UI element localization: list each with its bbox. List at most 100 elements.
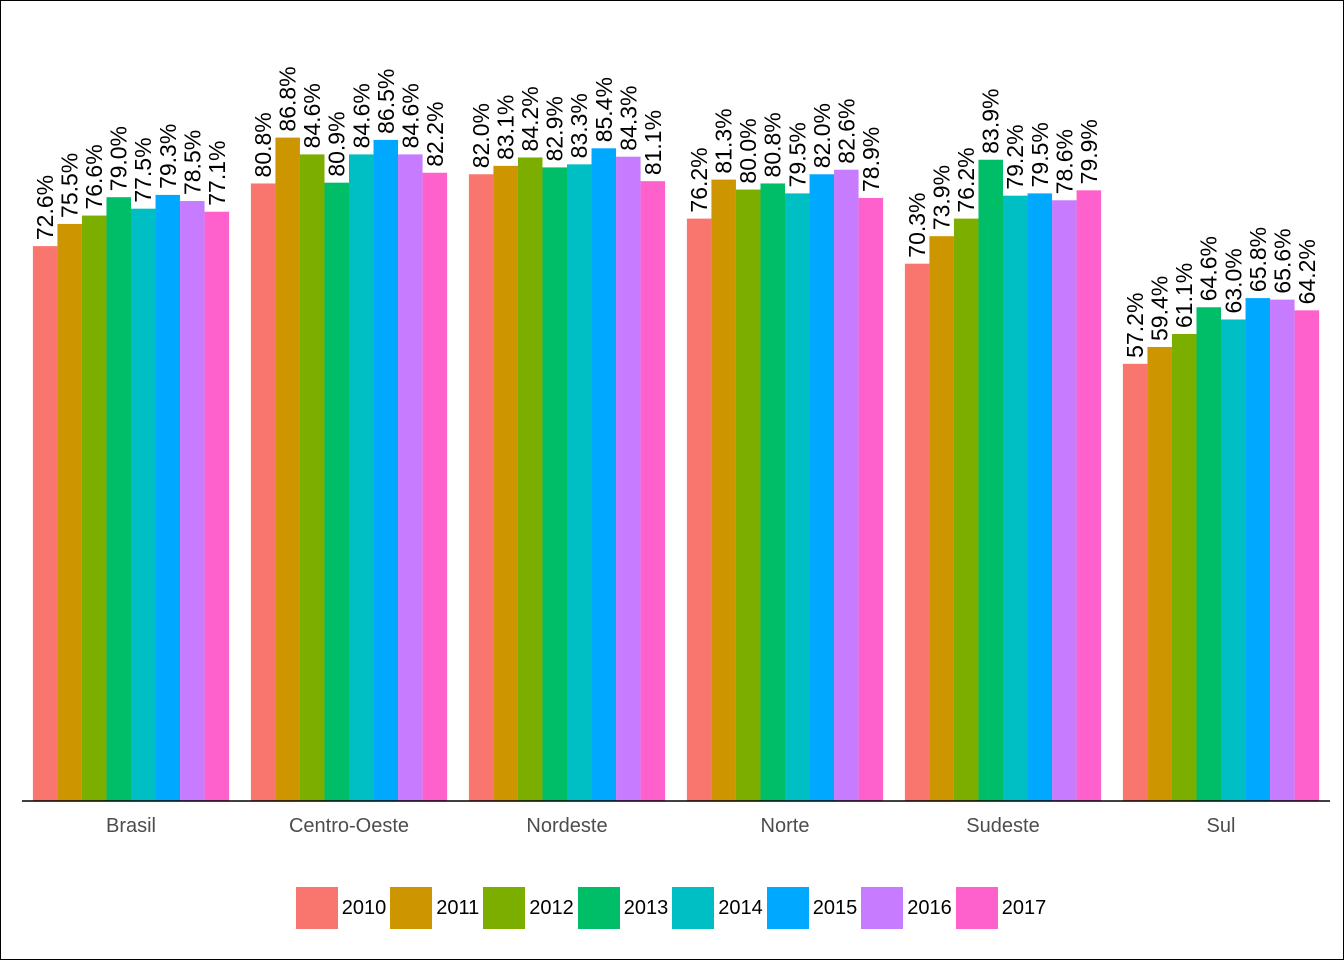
value-label: 81.1%: [640, 110, 666, 175]
bar-norte-2012: [735, 189, 761, 801]
x-tick-label: Norte: [761, 815, 810, 837]
value-label: 65.6%: [1269, 228, 1295, 293]
legend-label: 2014: [718, 896, 763, 919]
value-label: 86.8%: [275, 66, 301, 131]
value-label: 73.9%: [929, 165, 955, 230]
value-label: 63.0%: [1220, 248, 1246, 313]
value-label: 76.6%: [81, 144, 107, 209]
value-label: 80.9%: [324, 111, 350, 176]
legend: 2010 2011 2012 2013 2014 2015 2016 2017: [0, 886, 1344, 930]
value-label: 76.2%: [686, 147, 712, 212]
value-label: 84.6%: [348, 83, 374, 148]
bar-sul-2011: [1147, 347, 1172, 801]
bar-sudeste-2013: [978, 159, 1004, 801]
value-label: 84.3%: [615, 85, 641, 150]
legend-label: 2011: [436, 896, 480, 919]
legend-key: [295, 887, 338, 929]
bar-nordeste-2017: [640, 181, 666, 801]
value-label: 77.5%: [130, 137, 156, 202]
bar-sudeste-2012: [953, 218, 979, 802]
bar-norte-2016: [834, 169, 859, 801]
legend-key: [483, 887, 526, 929]
value-label: 78.6%: [1051, 129, 1077, 194]
legend-item-2012: 2012: [483, 887, 576, 929]
bar-sudeste-2011: [929, 236, 954, 801]
legend-key: [672, 887, 715, 929]
x-tick-label: Sudeste: [966, 815, 1039, 837]
bar-centro-oeste-2017: [422, 172, 448, 801]
legend-item-2016: 2016: [861, 887, 954, 929]
x-tick-label: Brasil: [106, 815, 156, 837]
value-label: 77.1%: [204, 141, 230, 206]
bar-centro-oeste-2012: [299, 154, 325, 801]
value-label: 78.9%: [858, 127, 884, 192]
bar-centro-oeste-2015: [373, 139, 399, 801]
bar-brasil-2010: [32, 246, 58, 801]
value-label: 84.6%: [299, 83, 325, 148]
legend-key: [577, 887, 620, 929]
value-label: 57.2%: [1122, 293, 1148, 358]
value-label: 80.8%: [760, 112, 786, 177]
value-label: 72.6%: [32, 175, 58, 240]
value-label: 65.8%: [1245, 227, 1271, 292]
bar-sul-2017: [1294, 310, 1320, 801]
bar-nordeste-2016: [616, 156, 641, 801]
bar-brasil-2011: [57, 223, 82, 801]
bar-brasil-2017: [204, 211, 230, 802]
bar-nordeste-2010: [468, 174, 494, 801]
value-label: 83.9%: [978, 89, 1004, 154]
value-label: 82.0%: [468, 103, 494, 168]
bar-brasil-2015: [155, 194, 181, 801]
value-label: 59.4%: [1147, 276, 1173, 341]
bar-norte-2015: [809, 174, 835, 801]
value-label: 84.2%: [517, 86, 543, 151]
legend-item-2014: 2014: [672, 887, 765, 929]
legend-label: 2017: [1001, 896, 1047, 919]
x-tick-label: Nordeste: [526, 815, 607, 837]
bar-brasil-2012: [81, 215, 107, 802]
value-label: 76.2%: [953, 147, 979, 212]
bar-sudeste-2017: [1076, 190, 1102, 801]
bar-centro-oeste-2011: [275, 137, 300, 802]
bar-sudeste-2010: [904, 263, 930, 801]
legend-key: [390, 887, 433, 929]
value-label: 84.6%: [397, 83, 423, 148]
bar-nordeste-2013: [542, 167, 568, 801]
bar-sul-2010: [1122, 363, 1148, 801]
value-label: 79.5%: [784, 122, 810, 187]
bar-nordeste-2014: [567, 164, 592, 802]
value-label: 78.5%: [179, 130, 205, 195]
value-label: 85.4%: [591, 77, 617, 142]
bar-norte-2013: [760, 183, 786, 801]
value-label: 82.6%: [833, 98, 859, 163]
value-label: 79.5%: [1027, 122, 1053, 187]
bar-centro-oeste-2014: [349, 154, 374, 801]
value-label: 75.5%: [57, 153, 83, 218]
legend-item-2015: 2015: [766, 887, 860, 929]
value-label: 83.1%: [493, 95, 519, 160]
bar-sudeste-2014: [1003, 195, 1028, 802]
bar-sul-2013: [1196, 307, 1222, 801]
legend-item-2011: 2011: [390, 887, 481, 929]
legend-label: 2010: [341, 896, 387, 919]
legend-label: 2012: [529, 896, 574, 919]
bar-brasil-2014: [131, 208, 156, 802]
bar-centro-oeste-2010: [250, 183, 276, 801]
value-label: 79.0%: [106, 126, 132, 191]
value-label: 80.0%: [735, 118, 761, 183]
legend-key: [766, 887, 809, 929]
bar-centro-oeste-2013: [324, 182, 349, 801]
bar-centro-oeste-2016: [398, 154, 423, 801]
bar-norte-2010: [686, 218, 712, 802]
bar-sul-2012: [1171, 334, 1197, 801]
bar-norte-2014: [785, 193, 810, 801]
bar-nordeste-2015: [591, 148, 617, 802]
bar-sul-2014: [1221, 319, 1246, 801]
value-label: 80.8%: [250, 112, 276, 177]
value-label: 61.1%: [1171, 263, 1197, 328]
legend-key: [955, 887, 998, 929]
value-label: 70.3%: [904, 192, 930, 257]
x-tick-label: Centro-Oeste: [289, 815, 409, 837]
bar-sul-2015: [1245, 298, 1271, 801]
